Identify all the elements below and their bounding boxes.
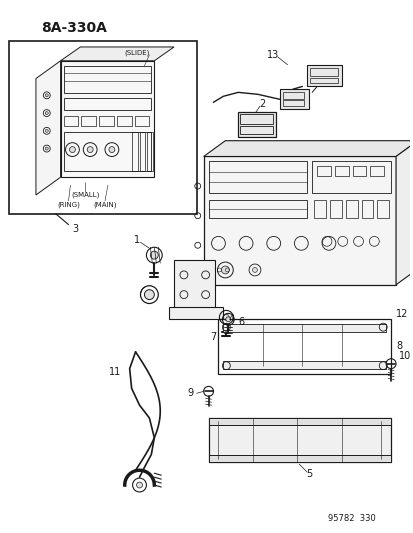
Bar	[309, 68, 337, 76]
Bar	[240, 114, 272, 124]
Circle shape	[136, 482, 142, 488]
Polygon shape	[203, 141, 413, 157]
Bar	[370, 166, 383, 176]
Bar	[208, 455, 390, 462]
Circle shape	[69, 147, 75, 152]
Text: 5: 5	[305, 469, 311, 479]
Bar	[173, 260, 215, 314]
Bar	[316, 166, 330, 176]
Bar	[352, 166, 366, 176]
Bar	[169, 308, 223, 319]
Polygon shape	[395, 141, 413, 285]
Circle shape	[225, 317, 230, 322]
Bar	[203, 157, 395, 285]
Circle shape	[223, 314, 229, 320]
Circle shape	[45, 111, 48, 115]
Text: 12: 12	[395, 309, 408, 319]
Bar	[223, 324, 385, 332]
Text: 9: 9	[188, 388, 193, 398]
Bar	[9, 41, 196, 214]
Text: (SLIDE): (SLIDE)	[124, 50, 149, 56]
Text: 7: 7	[210, 332, 216, 342]
Text: 8: 8	[395, 341, 401, 351]
Circle shape	[144, 290, 154, 300]
Bar	[240, 126, 272, 134]
Bar	[311, 161, 390, 193]
Bar	[116, 116, 131, 126]
Bar	[361, 200, 373, 217]
Circle shape	[221, 266, 229, 274]
Bar	[309, 78, 337, 84]
Bar	[208, 161, 306, 193]
Bar	[208, 418, 390, 462]
Bar	[147, 132, 153, 171]
Circle shape	[87, 147, 93, 152]
Bar	[99, 116, 114, 126]
Text: 10: 10	[398, 351, 410, 361]
Text: 13: 13	[266, 50, 278, 60]
Text: 6: 6	[237, 317, 244, 327]
Text: 95782  330: 95782 330	[327, 514, 375, 523]
Bar	[81, 116, 96, 126]
Text: 2: 2	[259, 99, 265, 109]
Bar	[134, 116, 149, 126]
Bar	[237, 112, 275, 137]
Bar	[131, 132, 137, 171]
Bar	[63, 66, 151, 93]
Text: 8A-330A: 8A-330A	[41, 21, 107, 35]
Bar	[345, 200, 357, 217]
Bar	[63, 116, 78, 126]
Polygon shape	[36, 61, 60, 195]
Circle shape	[150, 251, 158, 259]
Bar	[282, 92, 304, 99]
Circle shape	[109, 147, 114, 152]
Circle shape	[45, 94, 48, 97]
Text: 3: 3	[72, 223, 78, 233]
Circle shape	[45, 147, 48, 150]
Text: 11: 11	[109, 367, 121, 377]
Text: (MAIN): (MAIN)	[93, 201, 116, 208]
Bar	[306, 64, 341, 86]
Text: (RING): (RING)	[57, 201, 80, 208]
Bar	[376, 200, 388, 217]
Polygon shape	[60, 47, 173, 61]
Bar	[208, 200, 306, 217]
Bar	[60, 61, 154, 177]
Circle shape	[252, 268, 257, 272]
Bar	[63, 98, 151, 110]
Bar	[63, 132, 151, 171]
Bar	[139, 132, 145, 171]
Bar	[208, 418, 390, 425]
Bar	[334, 166, 348, 176]
Text: 1: 1	[133, 236, 139, 245]
Bar	[313, 200, 325, 217]
Bar	[279, 90, 309, 109]
Text: 4: 4	[228, 314, 234, 324]
Bar	[282, 100, 304, 106]
Bar	[218, 319, 390, 374]
Bar	[223, 361, 385, 369]
Text: (SMALL): (SMALL)	[71, 192, 99, 198]
Circle shape	[45, 130, 48, 132]
Bar	[329, 200, 341, 217]
